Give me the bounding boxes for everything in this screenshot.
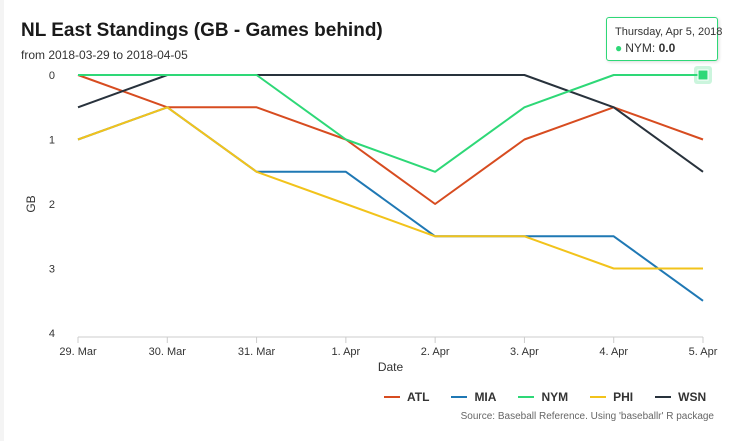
x-tick-label: 3. Apr <box>510 346 539 358</box>
tooltip: Thursday, Apr 5, 2018 ● NYM: 0.0 <box>606 17 722 61</box>
legend-item-mia[interactable]: MIA <box>451 390 496 404</box>
x-tick-label: 2. Apr <box>421 346 450 358</box>
legend-label: MIA <box>474 390 497 404</box>
chart-title: NL East Standings (GB - Games behind) <box>21 20 383 41</box>
y-axis-title: GB <box>24 195 38 212</box>
x-tick-label: 4. Apr <box>599 346 628 358</box>
legend-swatch <box>518 396 535 398</box>
legend-item-nym[interactable]: NYM <box>518 390 568 404</box>
series-line-mia <box>77 106 704 302</box>
legend-label: ATL <box>407 390 430 404</box>
legend-label: PHI <box>613 390 634 404</box>
tooltip-date: Thursday, Apr 5, 2018 <box>615 26 723 38</box>
series-line-nym <box>78 74 703 173</box>
x-axis-title: Date <box>378 360 404 374</box>
chart-subtitle: from 2018-03-29 to 2018-04-05 <box>21 48 188 62</box>
legend: ATL MIA NYM PHI WSN <box>384 389 706 405</box>
series-line-atl <box>77 74 704 205</box>
legend-label: WSN <box>678 390 707 404</box>
tooltip-dot-icon: ● <box>615 41 623 55</box>
legend-item-phi[interactable]: PHI <box>590 390 633 404</box>
y-tick-label: 4 <box>49 328 55 340</box>
legend-swatch <box>590 396 607 398</box>
x-tick-label: 31. Mar <box>238 346 276 358</box>
x-tick-label: 5. Apr <box>689 346 718 358</box>
y-tick-label: 1 <box>49 135 55 147</box>
legend-item-atl[interactable]: ATL <box>384 390 429 404</box>
x-tick-label: 29. Mar <box>59 346 97 358</box>
y-tick-label: 2 <box>49 199 55 211</box>
y-tick-label: 0 <box>49 70 55 82</box>
x-tick-label: 1. Apr <box>331 346 360 358</box>
hover-marker <box>694 66 712 84</box>
series-line-wsn <box>77 74 704 173</box>
x-tick-label: 30. Mar <box>149 346 187 358</box>
legend-swatch <box>655 396 672 398</box>
tooltip-series: NYM <box>625 41 652 55</box>
card-edge <box>0 0 4 441</box>
legend-label: NYM <box>541 390 569 404</box>
legend-swatch <box>451 396 468 398</box>
tooltip-value: 0.0 <box>658 41 676 55</box>
y-tick-label: 3 <box>49 264 55 276</box>
series-line-phi <box>77 106 703 270</box>
series-lines <box>77 74 704 302</box>
legend-swatch <box>384 396 400 398</box>
axes: 29. Mar 30. Mar 31. Mar 1. Apr 2. Apr 3. Apr 4… <box>24 70 718 374</box>
tooltip-row: ● NYM: 0.0 <box>615 41 676 55</box>
legend-item-wsn[interactable]: WSN <box>655 390 706 404</box>
hover-marker-point <box>697 69 709 81</box>
chart-credits[interactable]: Source: Baseball Reference. Using 'baseb… <box>460 411 714 422</box>
